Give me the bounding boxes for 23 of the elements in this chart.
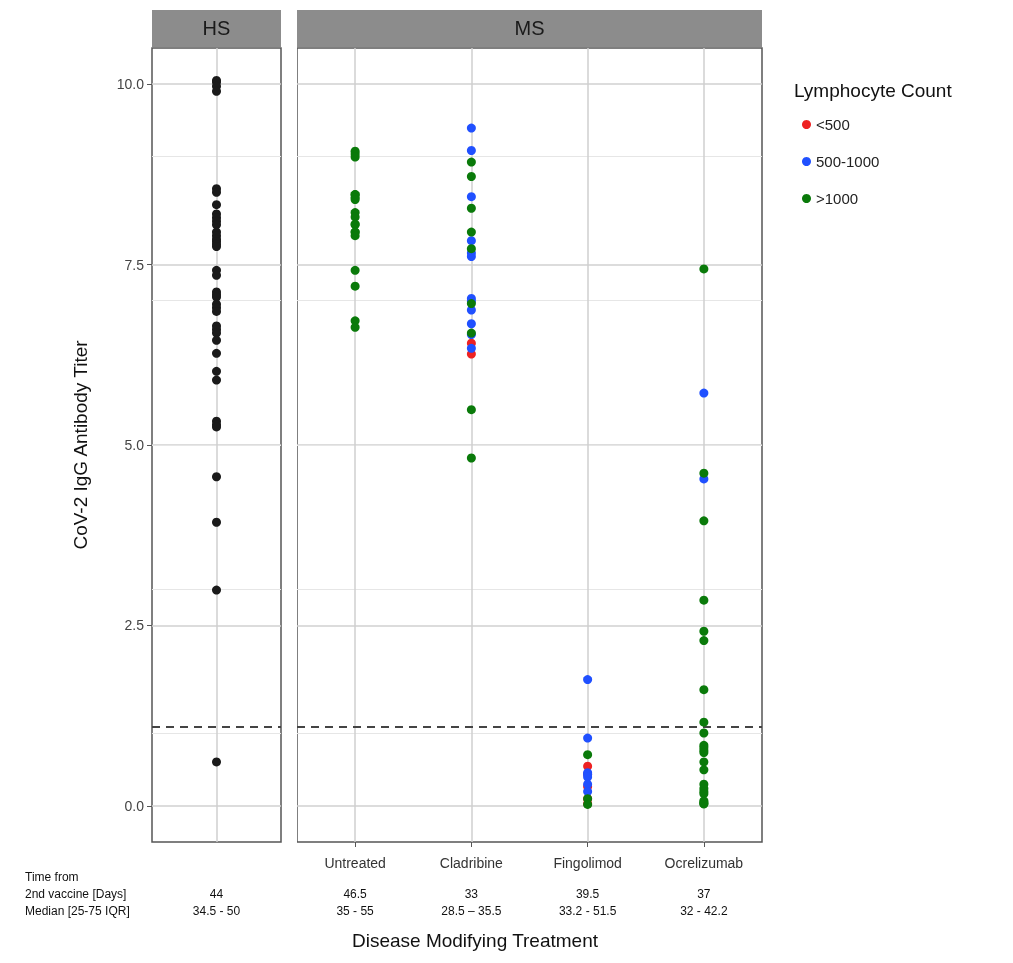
y-tick-label: 10.0 <box>116 76 145 93</box>
text: 37 32 - 42.2 <box>679 886 729 920</box>
x-axis-title: Disease Modifying Treatment <box>350 930 600 952</box>
legend-label: >1000 <box>816 190 859 207</box>
legend-label: <500 <box>816 116 850 133</box>
y-tick-label: 0.0 <box>124 797 145 814</box>
y-tick-label: 2.5 <box>124 617 145 634</box>
text: 44 34.5 - 50 <box>191 886 242 920</box>
text: Time from 2nd vaccine [Days] Median [25-75 IQR] <box>25 869 130 920</box>
x-tick-label: Untreated <box>324 855 386 871</box>
y-tick-label: 7.5 <box>124 256 145 273</box>
chart-title: HS <box>152 10 281 47</box>
x-tick-label: Ocrelizumab <box>664 855 744 871</box>
legend-label: 500-1000 <box>816 153 880 170</box>
text: 33 28.5 – 35.5 <box>440 886 503 920</box>
x-tick-label: Cladribine <box>439 855 504 871</box>
y-tick-label: 5.0 <box>124 437 145 453</box>
text: 46.5 35 - 55 <box>335 886 375 920</box>
chart-title: MS <box>297 10 762 47</box>
text: 39.5 33.2 - 51.5 <box>557 886 618 920</box>
legend-title: Lymphocyte Count <box>794 80 952 102</box>
y-axis-title: CoV-2 IgG Antibody Titer <box>70 339 91 550</box>
x-tick-label: Fingolimod <box>553 855 622 871</box>
